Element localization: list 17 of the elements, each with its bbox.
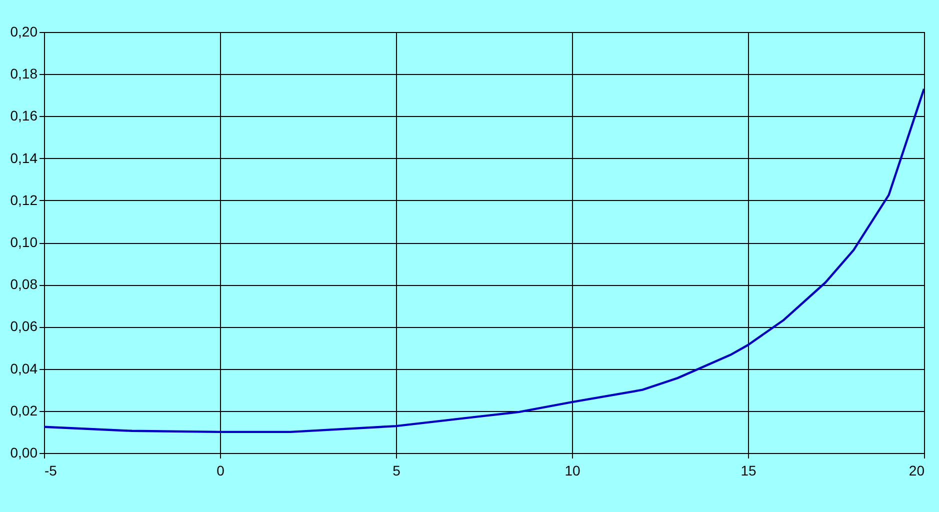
y-tick-label: 0,04 [10,360,38,376]
x-tick-label: 10 [564,462,580,478]
x-tick-label: 20 [908,462,925,478]
y-tick-label: 0,08 [10,276,38,292]
x-tick-label: 5 [392,462,401,478]
y-tick-label: 0,16 [10,108,38,124]
y-tick-label: 0,20 [10,24,38,40]
y-tick-label: 0,06 [10,318,38,334]
y-tick-label: 0,12 [10,192,38,208]
x-tick-label: 0 [216,462,225,478]
y-tick-label: 0,14 [10,150,38,166]
y-tick-label: 0,10 [10,234,38,250]
y-tick-label: 0,02 [10,402,38,418]
x-tick-label: -5 [44,462,58,478]
y-tick-label: 0,18 [10,66,38,82]
y-tick-label: 0,00 [10,444,38,460]
x-tick-label: 15 [740,462,756,478]
